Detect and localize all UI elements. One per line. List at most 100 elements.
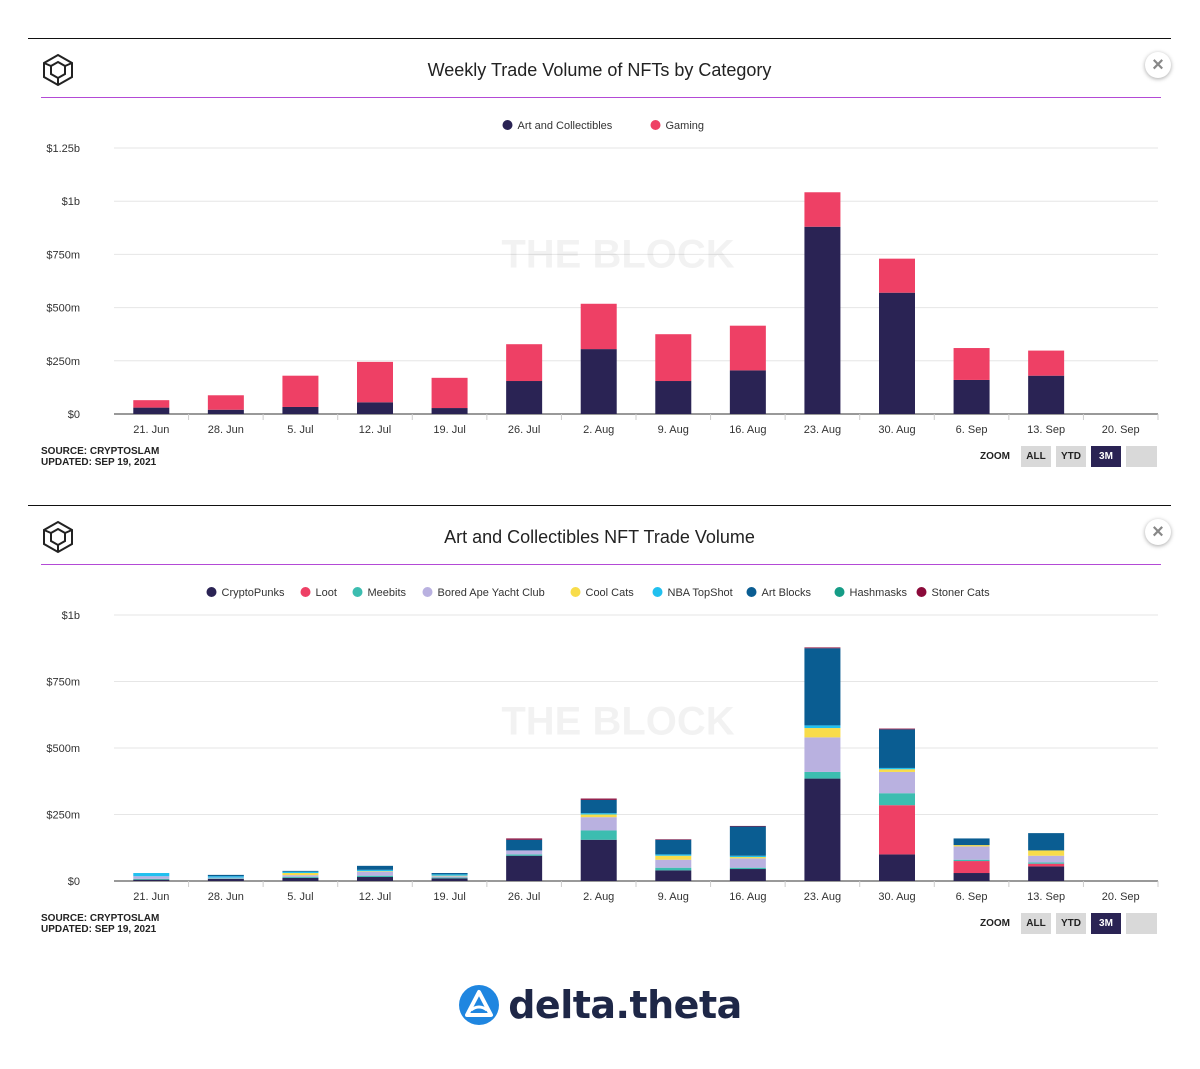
chart-canvas-category: $0 $250m $500m $750m $1b $1.25b THE BLOCK 21. J… [46, 120, 1159, 436]
legend-marker-meebits [352, 587, 363, 597]
x-tick-label: 16. Aug [729, 891, 766, 903]
zoom-3m-button[interactable]: 3M [1091, 913, 1121, 934]
bar-gaming [207, 395, 244, 410]
legend-label-stoner-cats: Stoner Cats [932, 587, 991, 599]
bar-cool-cats [953, 845, 990, 847]
legend-label-cryptopunks: CryptoPunks [222, 587, 285, 599]
x-tick-label: 30. Aug [878, 424, 915, 436]
legend-marker-nba-topshot [652, 587, 663, 597]
bar-cryptopunks [431, 878, 468, 881]
bar-art-blocks [431, 873, 468, 875]
close-icon[interactable]: × [1145, 519, 1171, 545]
x-tick-label: 23. Aug [804, 891, 841, 903]
bar-art-and-collectibles [207, 409, 244, 414]
x-tick-label: 23. Aug [804, 424, 841, 436]
zoom-blank-button[interactable] [1126, 446, 1157, 467]
zoom-all-button[interactable]: ALL [1021, 913, 1051, 934]
zoom-controls: ZOOM ALL YTD 3M [980, 446, 1157, 467]
bar-art-blocks [207, 874, 244, 877]
chart-panel-collectibles: Art and Collectibles NFT Trade Volume × … [28, 505, 1171, 945]
bar-cool-cats [655, 855, 692, 860]
legend-marker-cryptopunks [206, 587, 217, 597]
updated-label: UPDATED: SEP 19, 2021 [41, 457, 157, 468]
bar-art-and-collectibles [804, 226, 841, 414]
chart-canvas-collectibles: $0 $250m $500m $750m $1b THE BLOCK 21. Jun 28. … [46, 587, 1159, 903]
legend: Art and Collectibles Gaming [502, 120, 705, 132]
close-icon[interactable]: × [1145, 52, 1171, 78]
bar-cryptopunks [729, 869, 766, 881]
x-tick-label: 28. Jun [208, 891, 244, 903]
legend-marker-bored-ape-yacht-club [422, 587, 433, 597]
bar-bored-ape-yacht-club [953, 846, 990, 860]
bar-nba-topshot [207, 876, 244, 878]
bar-art-blocks [655, 839, 692, 855]
y-tick-label: $1b [62, 196, 80, 208]
zoom-all-button[interactable]: ALL [1021, 446, 1051, 467]
legend-marker-stoner-cats [916, 587, 927, 597]
bar-meebits [953, 859, 990, 862]
bar-cool-cats [357, 871, 393, 872]
bar-art-blocks [953, 838, 990, 846]
source-note: SOURCE: CRYPTOSLAM UPDATED: SEP 19, 2021 [41, 913, 159, 935]
bar-bored-ape-yacht-club [1028, 855, 1065, 863]
zoom-3m-button[interactable]: 3M [1091, 446, 1121, 467]
x-tick-label: 30. Aug [878, 891, 915, 903]
delta-theta-logo-icon [459, 985, 500, 1025]
legend-label-nba-topshot: NBA TopShot [668, 587, 733, 599]
bar-art-and-collectibles [953, 379, 990, 414]
bar-meebits [1028, 862, 1065, 864]
bar-cryptopunks [282, 877, 319, 881]
bar-art-and-collectibles [133, 407, 170, 414]
x-tick-label: 26. Jul [508, 424, 540, 436]
the-block-logo-icon [43, 520, 73, 554]
x-tick-label: 9. Aug [658, 891, 689, 903]
bar-cool-cats [729, 857, 766, 859]
bar-cryptopunks [133, 879, 170, 881]
y-tick-label: $750m [46, 249, 80, 261]
bar-gaming [357, 361, 393, 403]
legend-marker-art-blocks [746, 587, 757, 597]
bar-meebits [282, 876, 319, 878]
bar-meebits [133, 878, 170, 880]
bar-loot [1028, 863, 1065, 867]
legend-label-hashmasks: Hashmasks [850, 587, 908, 599]
title-rule [41, 564, 1161, 565]
x-tick-label: 2. Aug [583, 424, 614, 436]
zoom-blank-button[interactable] [1126, 913, 1157, 934]
bar-bored-ape-yacht-club [729, 858, 766, 868]
bar-nba-topshot [282, 871, 319, 874]
zoom-ytd-button[interactable]: YTD [1056, 446, 1086, 467]
bar-bored-ape-yacht-club [804, 737, 841, 772]
bar-cryptopunks [879, 854, 915, 881]
zoom-ytd-button[interactable]: YTD [1056, 913, 1086, 934]
legend-label-art-and-collectibles: Art and Collectibles [518, 120, 613, 132]
bar-meebits [580, 830, 617, 840]
bar-bored-ape-yacht-club [431, 876, 468, 878]
bar-nba-topshot [133, 873, 170, 877]
x-tick-label: 2. Aug [583, 891, 614, 903]
bar-bored-ape-yacht-club [282, 875, 319, 877]
bar-art-and-collectibles [655, 381, 692, 414]
bar-meebits [804, 771, 841, 779]
panel-top-rule [28, 38, 1171, 39]
bar-gaming [506, 344, 543, 382]
y-tick-label: $0 [68, 876, 80, 888]
watermark: THE BLOCK [501, 700, 734, 744]
bar-nba-topshot [729, 855, 766, 858]
bar-art-blocks [506, 839, 543, 851]
legend-label-gaming: Gaming [666, 120, 705, 132]
bar-art-and-collectibles [506, 381, 543, 414]
bar-stoner-cats [729, 825, 766, 827]
bar-gaming [804, 192, 841, 227]
bar-bored-ape-yacht-club [655, 859, 692, 868]
y-tick-label: $1b [62, 610, 80, 622]
bar-meebits [879, 793, 915, 806]
title-rule [41, 97, 1161, 98]
bar-bored-ape-yacht-club [357, 871, 393, 876]
bar-stoner-cats [879, 728, 915, 730]
bar-nba-topshot [580, 813, 617, 815]
legend-label-bored-ape-yacht-club: Bored Ape Yacht Club [438, 587, 545, 599]
bar-cryptopunks [953, 873, 990, 881]
y-tick-label: $500m [46, 303, 80, 315]
bar-cool-cats [879, 769, 915, 772]
